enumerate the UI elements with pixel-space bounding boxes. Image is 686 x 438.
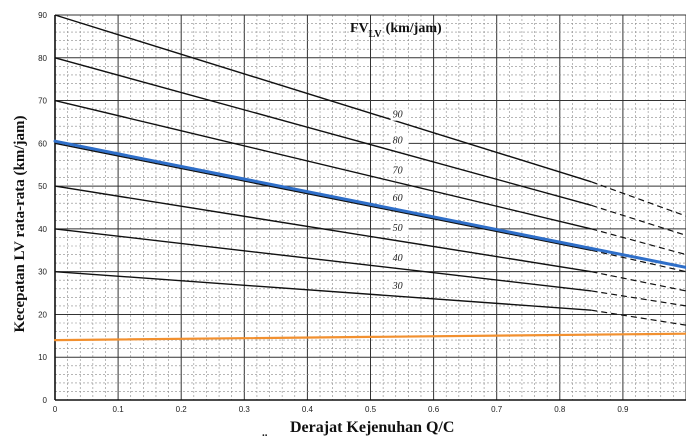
series-line-70 xyxy=(55,101,591,229)
series-label-70: 70 xyxy=(393,165,403,176)
x-axis-label: Derajat Kejenuhan Q/C xyxy=(290,419,454,436)
x-tick-label: 0.5 xyxy=(365,405,377,414)
series-line-60 xyxy=(55,143,591,250)
chart-grid xyxy=(55,15,686,400)
y-axis-label: Kecepatan LV rata-rata (km/jam) xyxy=(12,115,28,332)
series-label-30: 30 xyxy=(392,281,403,292)
series-label-90: 90 xyxy=(393,110,403,121)
x-tick-label: 0.6 xyxy=(428,405,440,414)
y-tick-label: 70 xyxy=(38,97,47,106)
y-tick-label: 0 xyxy=(43,396,48,405)
series-label-60: 60 xyxy=(393,193,403,204)
series-extension-60 xyxy=(591,250,686,271)
x-tick-label: 0.2 xyxy=(176,405,188,414)
series-line-80 xyxy=(55,58,591,206)
series-line-30 xyxy=(55,272,591,311)
y-tick-label: 10 xyxy=(38,353,47,362)
x-tick-label: 0 xyxy=(53,405,58,414)
y-tick-label: 50 xyxy=(38,182,47,191)
x-tick-label: 0.3 xyxy=(239,405,251,414)
series-labels: 90 80 70 60 50 40 30 xyxy=(391,109,409,292)
x-tick-label: 0.1 xyxy=(113,405,125,414)
series-label-50: 50 xyxy=(393,223,403,234)
y-tick-label: 90 xyxy=(38,11,47,20)
series-extension-30 xyxy=(591,310,686,325)
y-tick-label: 20 xyxy=(38,310,47,319)
series-line-40 xyxy=(55,229,591,291)
series-label-80: 80 xyxy=(393,135,403,146)
x-axis-prefix: .. xyxy=(262,427,268,438)
x-tick-label: 0.9 xyxy=(617,405,629,414)
x-tick-label: 0.8 xyxy=(554,405,566,414)
y-tick-label: 80 xyxy=(38,54,47,63)
legend-title: FVLV (km/jam) xyxy=(350,21,442,40)
series-extension-90 xyxy=(591,182,686,216)
series-label-40: 40 xyxy=(393,253,403,264)
series-extension-50 xyxy=(591,272,686,291)
axis-ticks: 0 10 20 30 40 50 60 70 80 90 0 0.1 0.2 0.3 0.4 0.5 0.6 0.… xyxy=(38,11,629,414)
x-tick-label: 0.4 xyxy=(302,405,314,414)
y-tick-label: 40 xyxy=(38,225,47,234)
x-tick-label: 0.7 xyxy=(491,405,503,414)
y-tick-label: 30 xyxy=(38,268,47,277)
y-tick-label: 60 xyxy=(38,139,47,148)
series-extension-40 xyxy=(591,291,686,306)
